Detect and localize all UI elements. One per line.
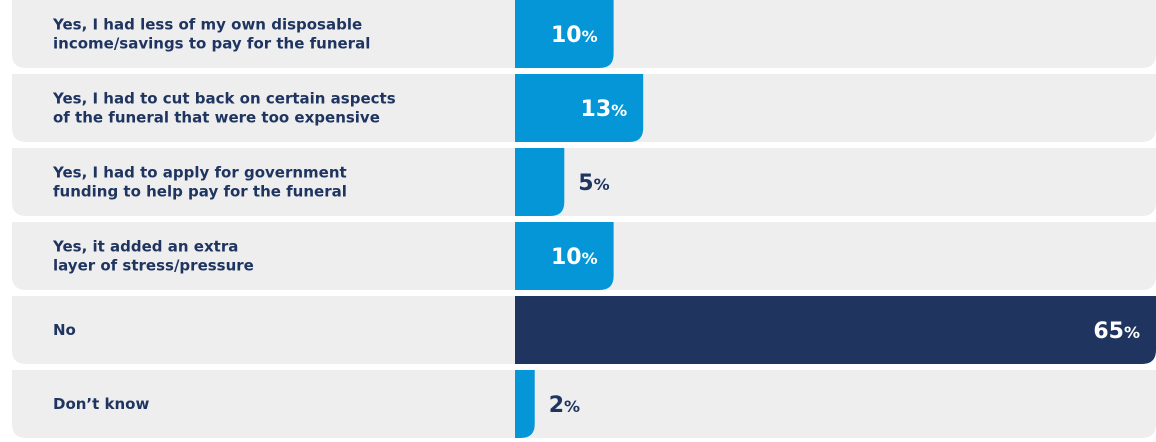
bar-row: Don’t know 2%	[12, 370, 1156, 438]
category-label: Yes, I had to cut back on certain aspect…	[52, 90, 396, 127]
bar	[515, 0, 614, 68]
value-label: 10%	[551, 245, 598, 270]
bar	[515, 74, 644, 142]
bar-row: Yes, it added an extra layer of stress/pr…	[12, 222, 1156, 290]
bar-row: Yes, I had to apply for government fundin…	[12, 148, 1156, 216]
value-label: 5%	[578, 171, 609, 196]
category-label: No	[53, 321, 76, 339]
bar-row: Yes, I had to cut back on certain aspect…	[12, 74, 1156, 142]
bar-row: No 65%	[12, 296, 1156, 364]
bar	[515, 370, 535, 438]
bar-row: Yes, I had less of my own disposable inco…	[12, 0, 1156, 68]
bar	[515, 296, 1156, 364]
bar	[515, 148, 565, 216]
category-label: Yes, I had less of my own disposable inco…	[52, 16, 370, 53]
category-label: Yes, it added an extra layer of stress/pr…	[52, 238, 254, 275]
value-label: 13%	[581, 97, 628, 122]
value-label: 2%	[549, 393, 580, 418]
value-label: 10%	[551, 23, 598, 48]
row-background	[12, 148, 1156, 216]
bar	[515, 222, 614, 290]
category-label: Yes, I had to apply for government fundin…	[52, 164, 347, 201]
row-background	[12, 370, 1156, 438]
category-label: Don’t know	[53, 395, 149, 413]
value-label: 65%	[1093, 319, 1140, 344]
